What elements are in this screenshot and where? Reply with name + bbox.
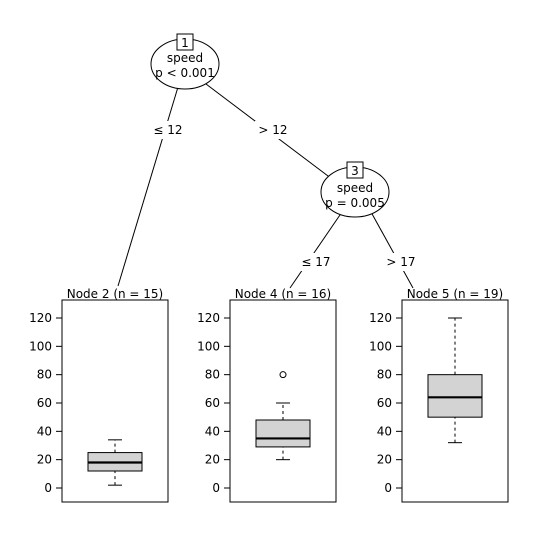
node-id-3: 3 — [351, 164, 359, 178]
edge-3-4 — [289, 211, 343, 289]
box-4 — [255, 419, 311, 448]
y-tick-label-5-0: 0 — [384, 481, 392, 495]
edge-1-2 — [117, 86, 179, 287]
terminal-panel-frame-4 — [229, 299, 337, 503]
y-tick-label-2-4: 80 — [37, 368, 52, 382]
y-tick-label-4-6: 120 — [197, 311, 220, 325]
terminal-title-4: Node 4 (n = 16) — [235, 287, 332, 301]
y-tick-label-2-2: 40 — [37, 424, 52, 438]
edge-3-5 — [370, 211, 414, 289]
terminal-title-2: Node 2 (n = 15) — [67, 287, 164, 301]
edge-label-3-4: ≤ 17 — [301, 255, 330, 269]
edge-label-1-2: ≤ 12 — [153, 123, 182, 137]
terminal-node-2: Node 2 (n = 15) 0 20 40 60 80 100 120 — [29, 287, 169, 503]
terminal-node-4: Node 4 (n = 16) 0 20 40 60 80 100 120 — [197, 287, 337, 503]
y-tick-label-5-1: 20 — [377, 453, 392, 467]
node-pvalue-3: p = 0.005 — [325, 196, 385, 210]
y-tick-label-2-5: 100 — [29, 339, 52, 353]
y-tick-label-2-6: 120 — [29, 311, 52, 325]
y-tick-label-4-0: 0 — [212, 481, 220, 495]
node-id-box-1 — [176, 33, 194, 51]
y-tick-label-2-3: 60 — [37, 396, 52, 410]
inner-node-3: 3 speed p = 0.005 — [320, 161, 390, 218]
node-pvalue-1: p < 0.001 — [155, 66, 215, 80]
edge-label-1-3: > 12 — [258, 123, 287, 137]
terminal-title-5: Node 5 (n = 19) — [407, 287, 504, 301]
y-tick-label-2-0: 0 — [44, 481, 52, 495]
box-5 — [427, 374, 483, 418]
outlier-4-0 — [279, 371, 287, 379]
y-tick-label-4-2: 40 — [205, 424, 220, 438]
y-tick-label-5-2: 40 — [377, 424, 392, 438]
y-tick-label-5-3: 60 — [377, 396, 392, 410]
edge-label-bg-1-3 — [255, 121, 291, 139]
node-id-1: 1 — [181, 36, 189, 50]
node-id-box-3 — [346, 161, 364, 179]
inner-node-1: 1 speed p < 0.001 — [150, 33, 220, 90]
y-tick-label-5-4: 80 — [377, 368, 392, 382]
edge-label-bg-3-4 — [298, 253, 334, 271]
y-tick-label-5-6: 120 — [369, 311, 392, 325]
y-tick-label-4-1: 20 — [205, 453, 220, 467]
y-tick-label-2-1: 20 — [37, 453, 52, 467]
terminal-node-5: Node 5 (n = 19) 0 20 40 60 80 100 120 — [369, 287, 509, 503]
y-tick-label-4-4: 80 — [205, 368, 220, 382]
edge-label-3-5: > 17 — [386, 255, 415, 269]
node-variable-3: speed — [337, 181, 373, 195]
y-tick-label-5-5: 100 — [369, 339, 392, 353]
edge-label-bg-3-5 — [383, 253, 419, 271]
y-tick-label-4-3: 60 — [205, 396, 220, 410]
edge-label-bg-1-2 — [150, 121, 186, 139]
y-tick-label-4-5: 100 — [197, 339, 220, 353]
node-variable-1: speed — [167, 51, 203, 65]
